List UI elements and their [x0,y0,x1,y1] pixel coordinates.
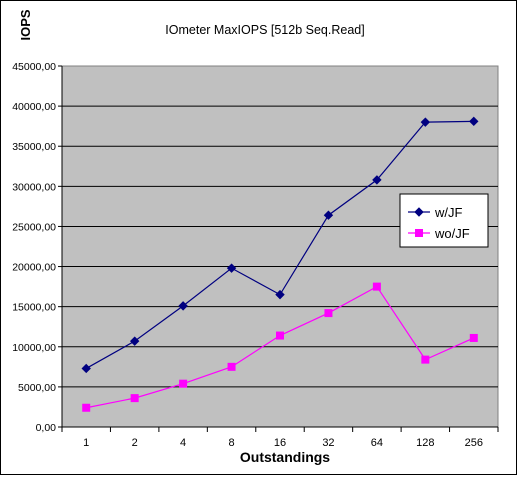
legend-label: wo/JF [434,226,470,241]
y-tick-label: 45000,00 [12,61,56,73]
legend: w/JF wo/JF [399,193,489,248]
data-point [372,175,382,185]
x-tick-label: 1 [83,437,89,449]
x-axis-title: Outstandings [240,449,330,465]
data-point [469,333,478,342]
data-point [129,336,140,346]
data-point [372,282,381,291]
x-tick-label: 256 [465,437,483,449]
legend-label: w/JF [434,205,463,220]
y-tick-label: 25000,00 [12,221,56,233]
data-point [414,207,424,217]
data-point [420,117,431,127]
series-wo-jf [82,282,478,412]
data-point [415,229,423,237]
legend-box [399,193,489,248]
x-axis-ticks: 1 2 4 8 16 32 64 128 256 [61,427,499,449]
x-tick-label: 16 [274,437,286,449]
data-point [226,263,237,273]
data-point [178,301,188,311]
data-point [276,331,284,340]
x-tick-label: 64 [371,437,383,449]
legend-item: wo/JF [408,226,470,241]
data-point [469,116,479,127]
data-point [323,210,334,220]
y-tick-label: 30000,00 [12,181,56,193]
data-point [130,394,139,403]
x-tick-label: 32 [322,437,334,449]
y-axis-title: IOPS [18,9,33,40]
y-tick-label: 20000,00 [12,262,56,274]
x-tick-label: 4 [180,437,186,449]
y-tick-label: 0,00 [36,422,57,434]
y-axis-ticks: 0,00 5000,00 10000,00 15000,00 20000,00 25000… [12,61,498,434]
data-point [275,289,285,300]
data-point [227,362,236,371]
series-w-jf [81,116,479,374]
y-tick-label: 15000,00 [12,302,56,314]
data-point [81,363,91,374]
data-point [421,355,430,364]
chart-title: IOmeter MaxIOPS [512b Seq.Read] [165,23,364,37]
y-tick-label: 40000,00 [12,101,56,113]
x-tick-label: 2 [132,437,138,449]
series-layer [81,116,479,412]
legend-item: w/JF [408,205,463,220]
legend-items: w/JF wo/JF [408,205,470,241]
y-tick-label: 35000,00 [12,141,56,153]
x-tick-label: 128 [416,437,434,449]
data-point [179,379,188,388]
y-tick-label: 10000,00 [12,342,56,354]
data-point [324,309,333,318]
y-tick-label: 5000,00 [18,382,56,394]
data-point [82,403,91,412]
x-tick-label: 8 [228,437,234,449]
